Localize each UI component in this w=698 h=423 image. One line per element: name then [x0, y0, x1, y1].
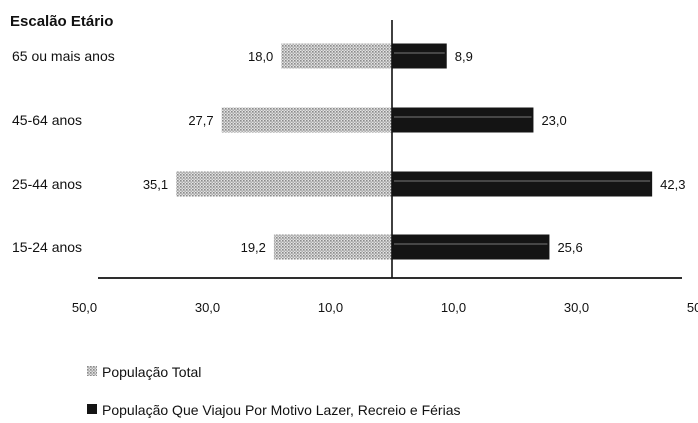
bar-travel-25-44-anos [392, 171, 653, 197]
x-tick-label-3: 10,0 [441, 300, 466, 315]
x-tick-label-2: 10,0 [318, 300, 343, 315]
value-label-travel-45-64-anos: 23,0 [541, 113, 566, 128]
legend-label-travel: População Que Viajou Por Motivo Lazer, R… [102, 402, 461, 418]
legend-label-total: População Total [102, 364, 201, 380]
category-label-65-ou-mais-anos: 65 ou mais anos [12, 48, 115, 64]
value-label-total-45-64-anos: 27,7 [188, 113, 213, 128]
legend-swatch-total [87, 366, 97, 376]
bar-travel-15-24-anos [392, 234, 550, 260]
bar-total-15-24-anos [273, 234, 392, 260]
value-label-total-65-ou-mais-anos: 18,0 [248, 49, 273, 64]
category-label-45-64-anos: 45-64 anos [12, 112, 82, 128]
category-label-25-44-anos: 25-44 anos [12, 176, 82, 192]
chart-title: Escalão Etário [10, 13, 113, 30]
bar-total-65-ou-mais-anos [281, 43, 392, 69]
bar-total-45-64-anos [221, 107, 392, 133]
x-tick-label-5: 50,0 [687, 300, 698, 315]
legend: População Total População Que Viajou Por … [87, 364, 461, 418]
x-tick-label-1: 30,0 [195, 300, 220, 315]
legend-swatch-travel [87, 404, 97, 414]
bar-travel-65-ou-mais-anos [392, 43, 447, 69]
value-label-travel-65-ou-mais-anos: 8,9 [455, 49, 473, 64]
bar-travel-45-64-anos [392, 107, 534, 133]
category-label-15-24-anos: 15-24 anos [12, 239, 82, 255]
x-tick-label-4: 30,0 [564, 300, 589, 315]
value-label-travel-15-24-anos: 25,6 [557, 240, 582, 255]
value-label-travel-25-44-anos: 42,3 [660, 177, 685, 192]
bar-total-25-44-anos [176, 171, 392, 197]
x-tick-label-0: 50,0 [72, 300, 97, 315]
value-label-total-15-24-anos: 19,2 [241, 240, 266, 255]
value-label-total-25-44-anos: 35,1 [143, 177, 168, 192]
